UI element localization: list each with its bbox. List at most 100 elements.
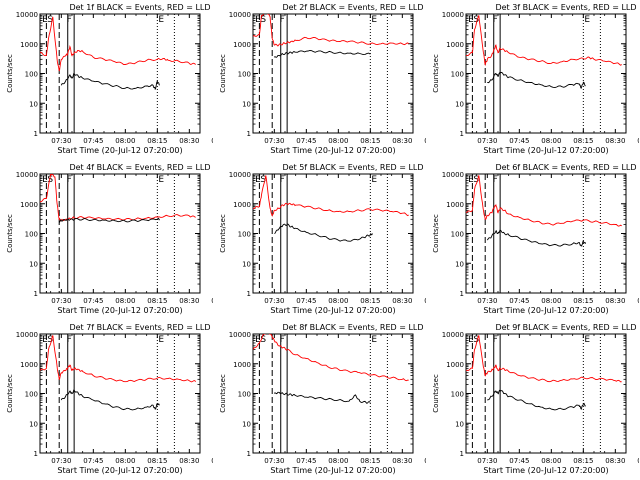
x-axis-label: Start Time (20-Jul-12 07:20:00) [57, 306, 182, 315]
x-tick-label: 08:30 [605, 297, 625, 305]
x-tick-label: 08:15 [573, 297, 593, 305]
x-tick-label: 08:00 [541, 137, 561, 145]
series-lld-line [253, 334, 409, 382]
plot-title: Det 7f BLACK = Events, RED = LLD [69, 323, 210, 332]
marker-label: E [468, 335, 474, 345]
marker-label: E [255, 335, 261, 345]
y-tick-label: 10 [242, 100, 251, 108]
x-tick-label: 08:15 [573, 137, 593, 145]
y-axis-label: Counts/sec [219, 214, 227, 253]
plot-frame [39, 173, 201, 294]
marker-label: F [493, 335, 498, 345]
y-axis-label: Counts/sec [432, 54, 440, 93]
plot-title: Det 8f BLACK = Events, RED = LLD [282, 323, 423, 332]
marker-label: E [371, 15, 377, 25]
x-axis-label: Start Time (20-Jul-12 07:20:00) [270, 306, 395, 315]
y-tick-label: 1000 [20, 201, 38, 209]
series-events-line [486, 229, 586, 247]
y-tick-label: 1 [460, 290, 464, 298]
y-tick-label: 1 [34, 130, 38, 138]
y-tick-label: 10000 [16, 331, 38, 339]
chart-svg: 1 10 100 1000 10000 07:30 07:45 08:00 08:15 08:30… [6, 3, 213, 155]
marker-label: S [473, 175, 479, 185]
detector-panel-4: 1 10 100 1000 10000 07:30 07:45 08:00 08:15 08:30… [0, 160, 213, 320]
detector-panel-7: 1 10 100 1000 10000 07:30 07:45 08:00 08:15 08:30… [0, 320, 213, 480]
x-tick-label: 08:15 [573, 457, 593, 465]
x-tick-label: 08:15 [147, 457, 167, 465]
series-events-line [273, 50, 371, 58]
series-lld-line [40, 335, 197, 383]
x-tick-label: 08:30 [179, 297, 199, 305]
chart-svg: 1 10 100 1000 10000 07:30 07:45 08:00 08:15 08:30… [6, 163, 213, 315]
x-tick-label: 08:45 [424, 297, 426, 305]
series-events-line [274, 223, 373, 242]
y-tick-label: 10000 [16, 171, 38, 179]
plot-frame [39, 333, 201, 454]
marker-label: E [468, 15, 474, 25]
y-tick-label: 10000 [229, 171, 251, 179]
series-lld-line [466, 15, 622, 67]
y-tick-label: 100 [238, 71, 251, 79]
y-tick-label: 1 [247, 450, 251, 458]
x-tick-label: 08:15 [147, 297, 167, 305]
marker-label: F [280, 335, 285, 345]
plot-frame [39, 13, 201, 134]
y-tick-label: 100 [238, 231, 251, 239]
x-tick-label: 08:00 [115, 457, 135, 465]
chart-svg: 1 10 100 1000 10000 07:30 07:45 08:00 08:15 08:30… [432, 3, 639, 155]
y-tick-label: 10000 [229, 331, 251, 339]
plot-title: Det 2f BLACK = Events, RED = LLD [282, 3, 423, 12]
marker-label: F [493, 15, 498, 25]
marker-label: F [67, 335, 72, 345]
marker-label: E [584, 335, 590, 345]
x-tick-label: 08:30 [392, 137, 412, 145]
y-tick-label: 100 [25, 231, 38, 239]
detector-panel-3: 1 10 100 1000 10000 07:30 07:45 08:00 08:15 08:30… [426, 0, 639, 160]
y-axis-label: Counts/sec [6, 214, 14, 253]
x-tick-label: 08:45 [637, 137, 639, 145]
x-tick-label: 08:45 [211, 297, 213, 305]
marker-label: S [47, 335, 53, 345]
marker-label: E [371, 335, 377, 345]
x-tick-label: 07:30 [264, 137, 284, 145]
plot-frame [252, 173, 414, 294]
y-tick-label: 1000 [233, 41, 251, 49]
x-tick-label: 08:30 [605, 137, 625, 145]
y-axis-label: Counts/sec [6, 374, 14, 413]
detector-panel-8: 1 10 100 1000 10000 07:30 07:45 08:00 08:15 08:30… [213, 320, 426, 480]
marker-label: E [255, 15, 261, 25]
x-tick-label: 08:45 [637, 297, 639, 305]
x-tick-label: 08:15 [360, 137, 380, 145]
series-lld-line [40, 174, 196, 222]
y-axis-label: Counts/sec [219, 54, 227, 93]
x-tick-label: 08:45 [211, 457, 213, 465]
marker-label: F [280, 175, 285, 185]
chart-svg: 1 10 100 1000 10000 07:30 07:45 08:00 08:15 08:30… [432, 323, 639, 475]
marker-label: E [158, 15, 164, 25]
x-tick-label: 08:45 [637, 457, 639, 465]
y-axis-label: Counts/sec [432, 214, 440, 253]
x-axis-label: Start Time (20-Jul-12 07:20:00) [57, 466, 182, 475]
y-tick-label: 10000 [16, 11, 38, 19]
series-lld-line [253, 14, 410, 47]
y-tick-label: 1000 [446, 201, 464, 209]
x-tick-label: 08:00 [541, 297, 561, 305]
marker-label: E [158, 335, 164, 345]
marker-label: E [158, 175, 164, 185]
x-axis-label: Start Time (20-Jul-12 07:20:00) [483, 466, 608, 475]
x-tick-label: 07:45 [509, 457, 529, 465]
detector-panel-6: 1 10 100 1000 10000 07:30 07:45 08:00 08:15 08:30… [426, 160, 639, 320]
x-tick-label: 08:15 [147, 137, 167, 145]
y-tick-label: 100 [25, 71, 38, 79]
x-tick-label: 08:30 [392, 297, 412, 305]
y-tick-label: 10 [242, 420, 251, 428]
x-tick-label: 08:00 [115, 297, 135, 305]
x-axis-label: Start Time (20-Jul-12 07:20:00) [270, 466, 395, 475]
y-tick-label: 1000 [20, 361, 38, 369]
series-events-line [58, 217, 160, 223]
x-tick-label: 07:30 [477, 137, 497, 145]
x-tick-label: 07:30 [264, 297, 284, 305]
marker-label: E [584, 15, 590, 25]
x-tick-label: 08:45 [424, 457, 426, 465]
